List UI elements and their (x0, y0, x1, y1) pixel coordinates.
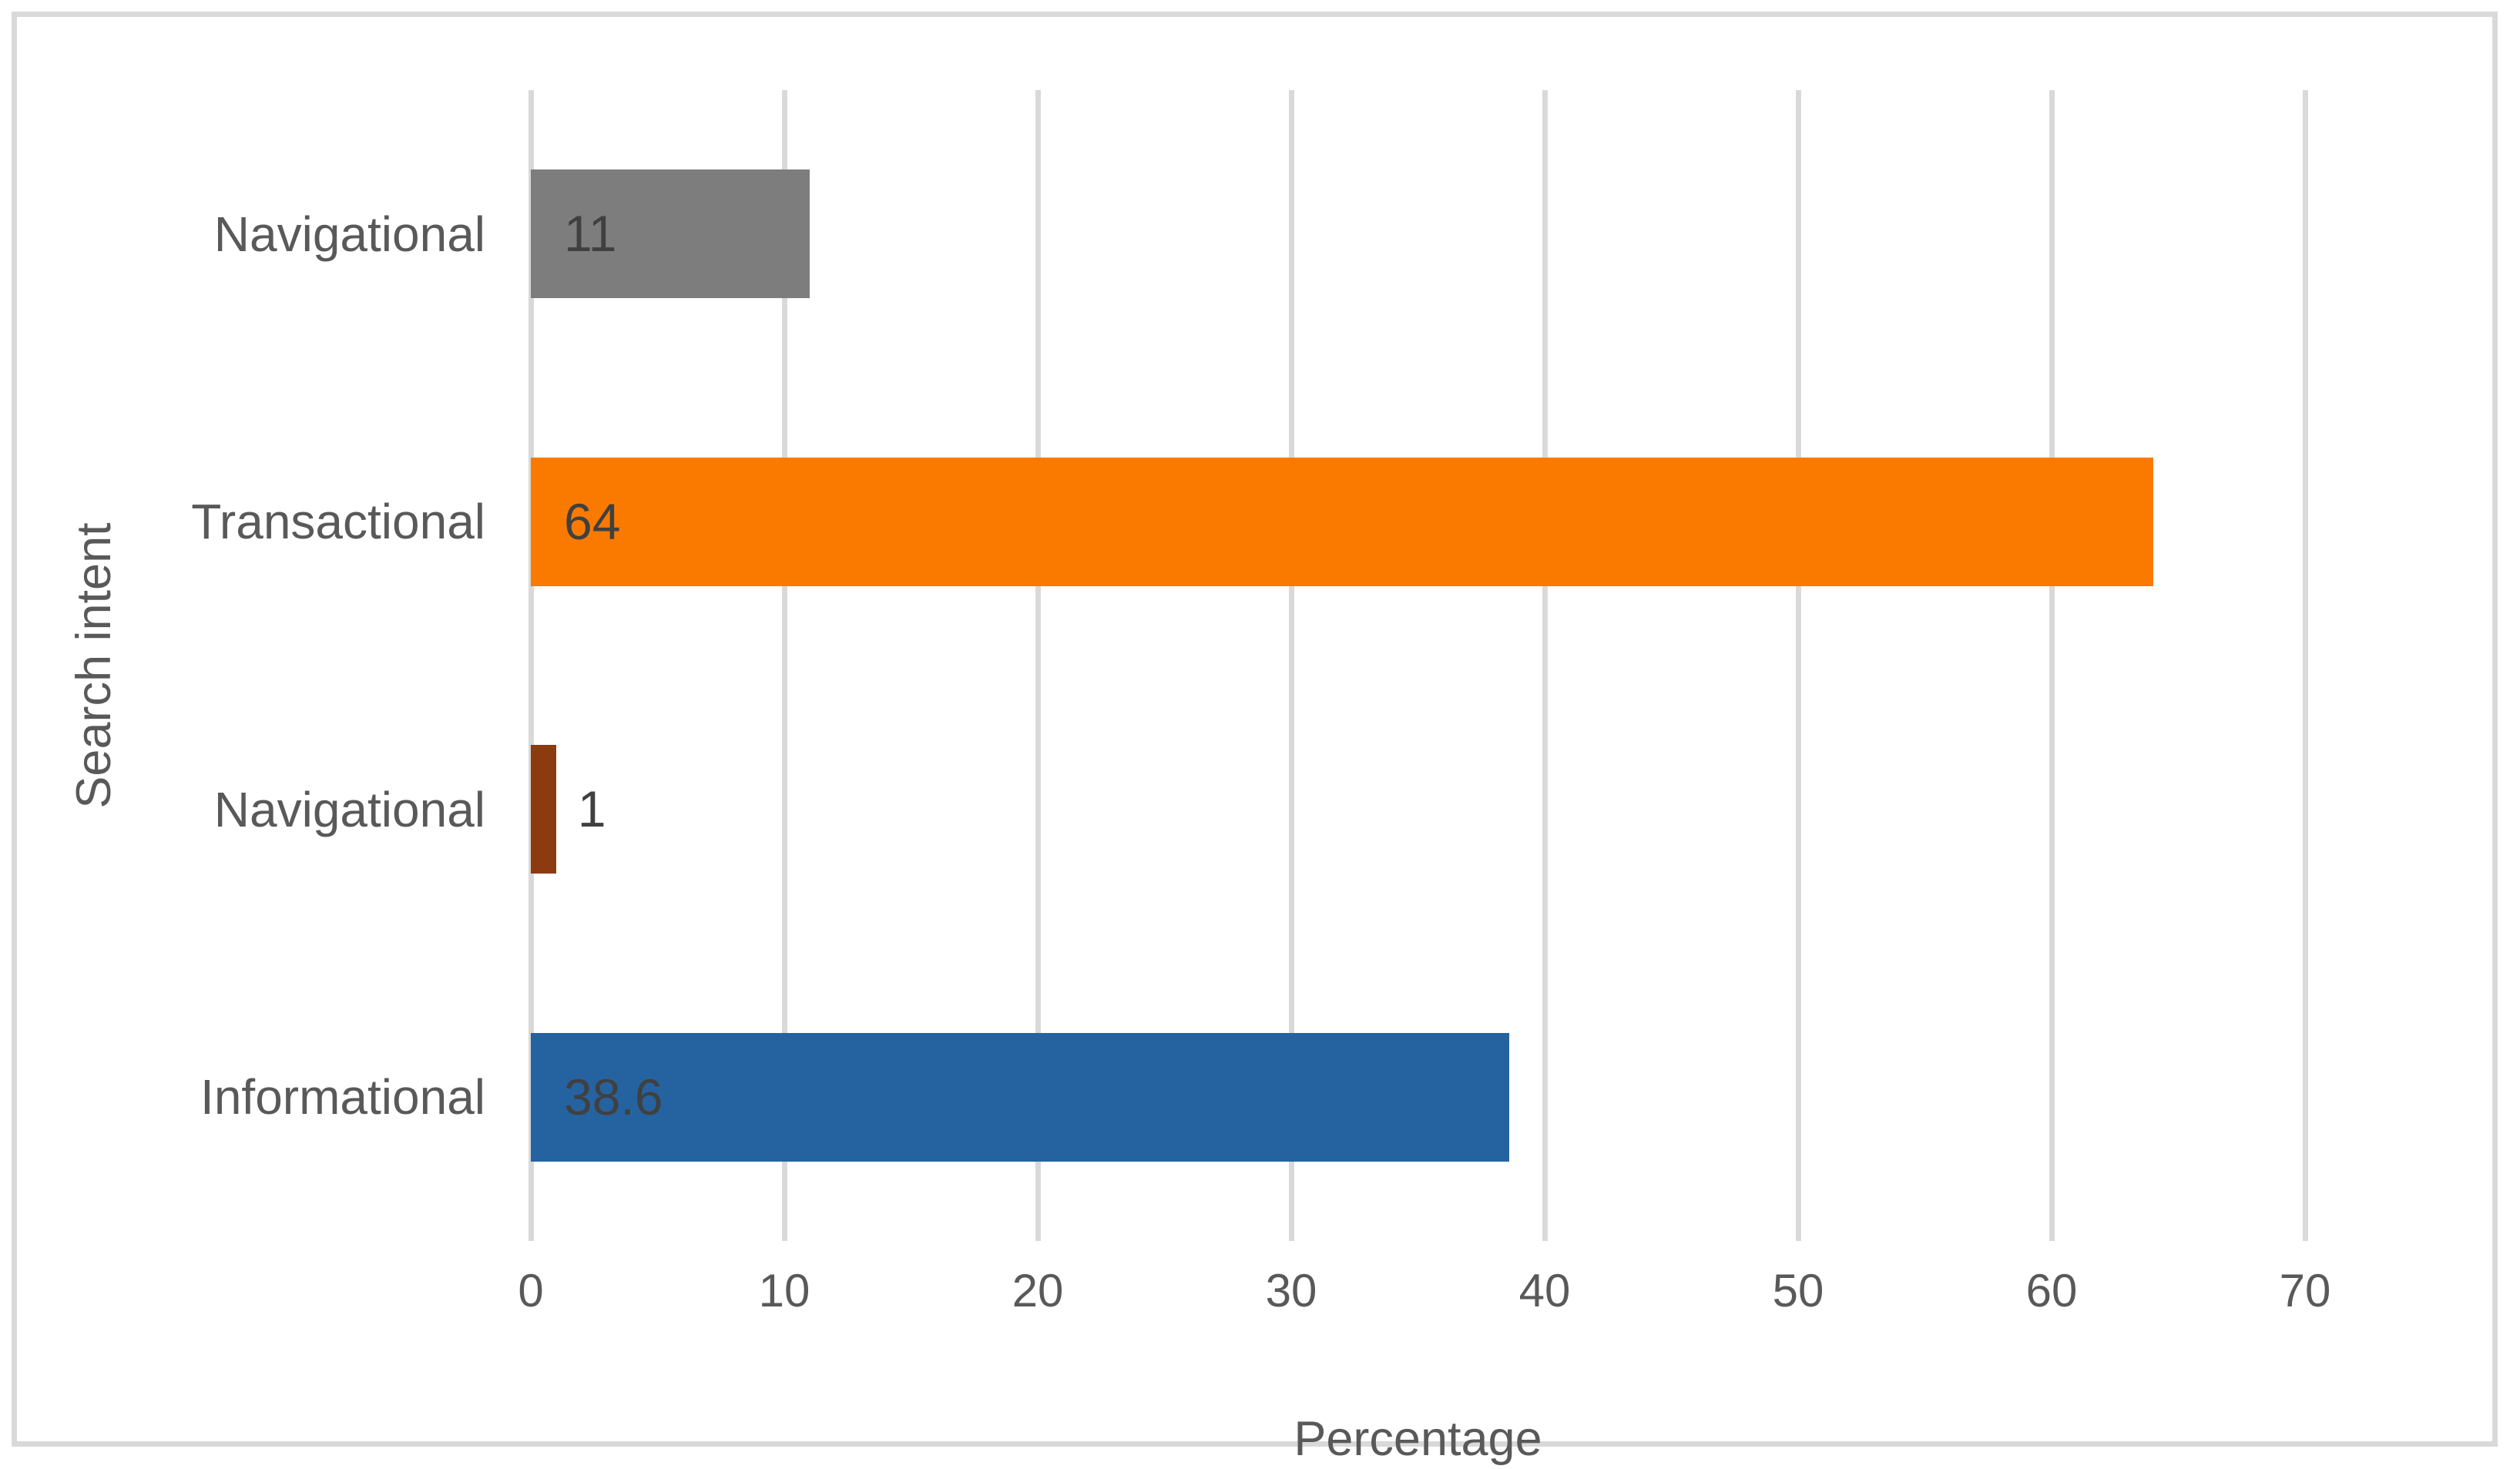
gridline (1542, 90, 1548, 1241)
gridline (2049, 90, 2055, 1241)
category-label: Informational (200, 1069, 485, 1125)
x-tick-label: 70 (2279, 1265, 2331, 1316)
x-tick-label: 30 (1265, 1265, 1317, 1316)
gridline (2302, 90, 2308, 1241)
category-label: Navigational (213, 781, 485, 837)
plot-area: 11 64 1 38.6 (528, 90, 2308, 1241)
bar-navigational (531, 745, 556, 874)
x-tick-label: 50 (1772, 1265, 1824, 1316)
x-tick-label: 60 (2025, 1265, 2078, 1316)
category-label: Navigational (213, 206, 485, 262)
chart-frame: Search intent 11 64 1 38.6 Navigational Tran… (12, 12, 2498, 1466)
gridline (781, 90, 787, 1241)
bar-value-label: 11 (564, 205, 617, 263)
gridline (1795, 90, 1801, 1241)
x-tick-label: 40 (1518, 1265, 1571, 1316)
category-label: Transactional (191, 494, 485, 550)
x-tick-label: 0 (518, 1265, 544, 1316)
x-axis-title: Percentage (1294, 1412, 1542, 1466)
gridline (1288, 90, 1294, 1241)
x-tick-label: 20 (1012, 1265, 1064, 1316)
bar-transactional: 64 (531, 457, 2153, 586)
gridline (528, 90, 534, 1241)
bar-value-label: 1 (577, 780, 606, 838)
bar-informational: 38.6 (531, 1032, 1509, 1162)
gridline (1035, 90, 1041, 1241)
bar-value-label: 64 (564, 492, 621, 550)
y-axis-title: Search intent (67, 522, 121, 809)
bar-value-label: 38.6 (564, 1068, 663, 1125)
bar-navigational: 11 (531, 169, 810, 299)
x-tick-label: 10 (758, 1265, 810, 1316)
